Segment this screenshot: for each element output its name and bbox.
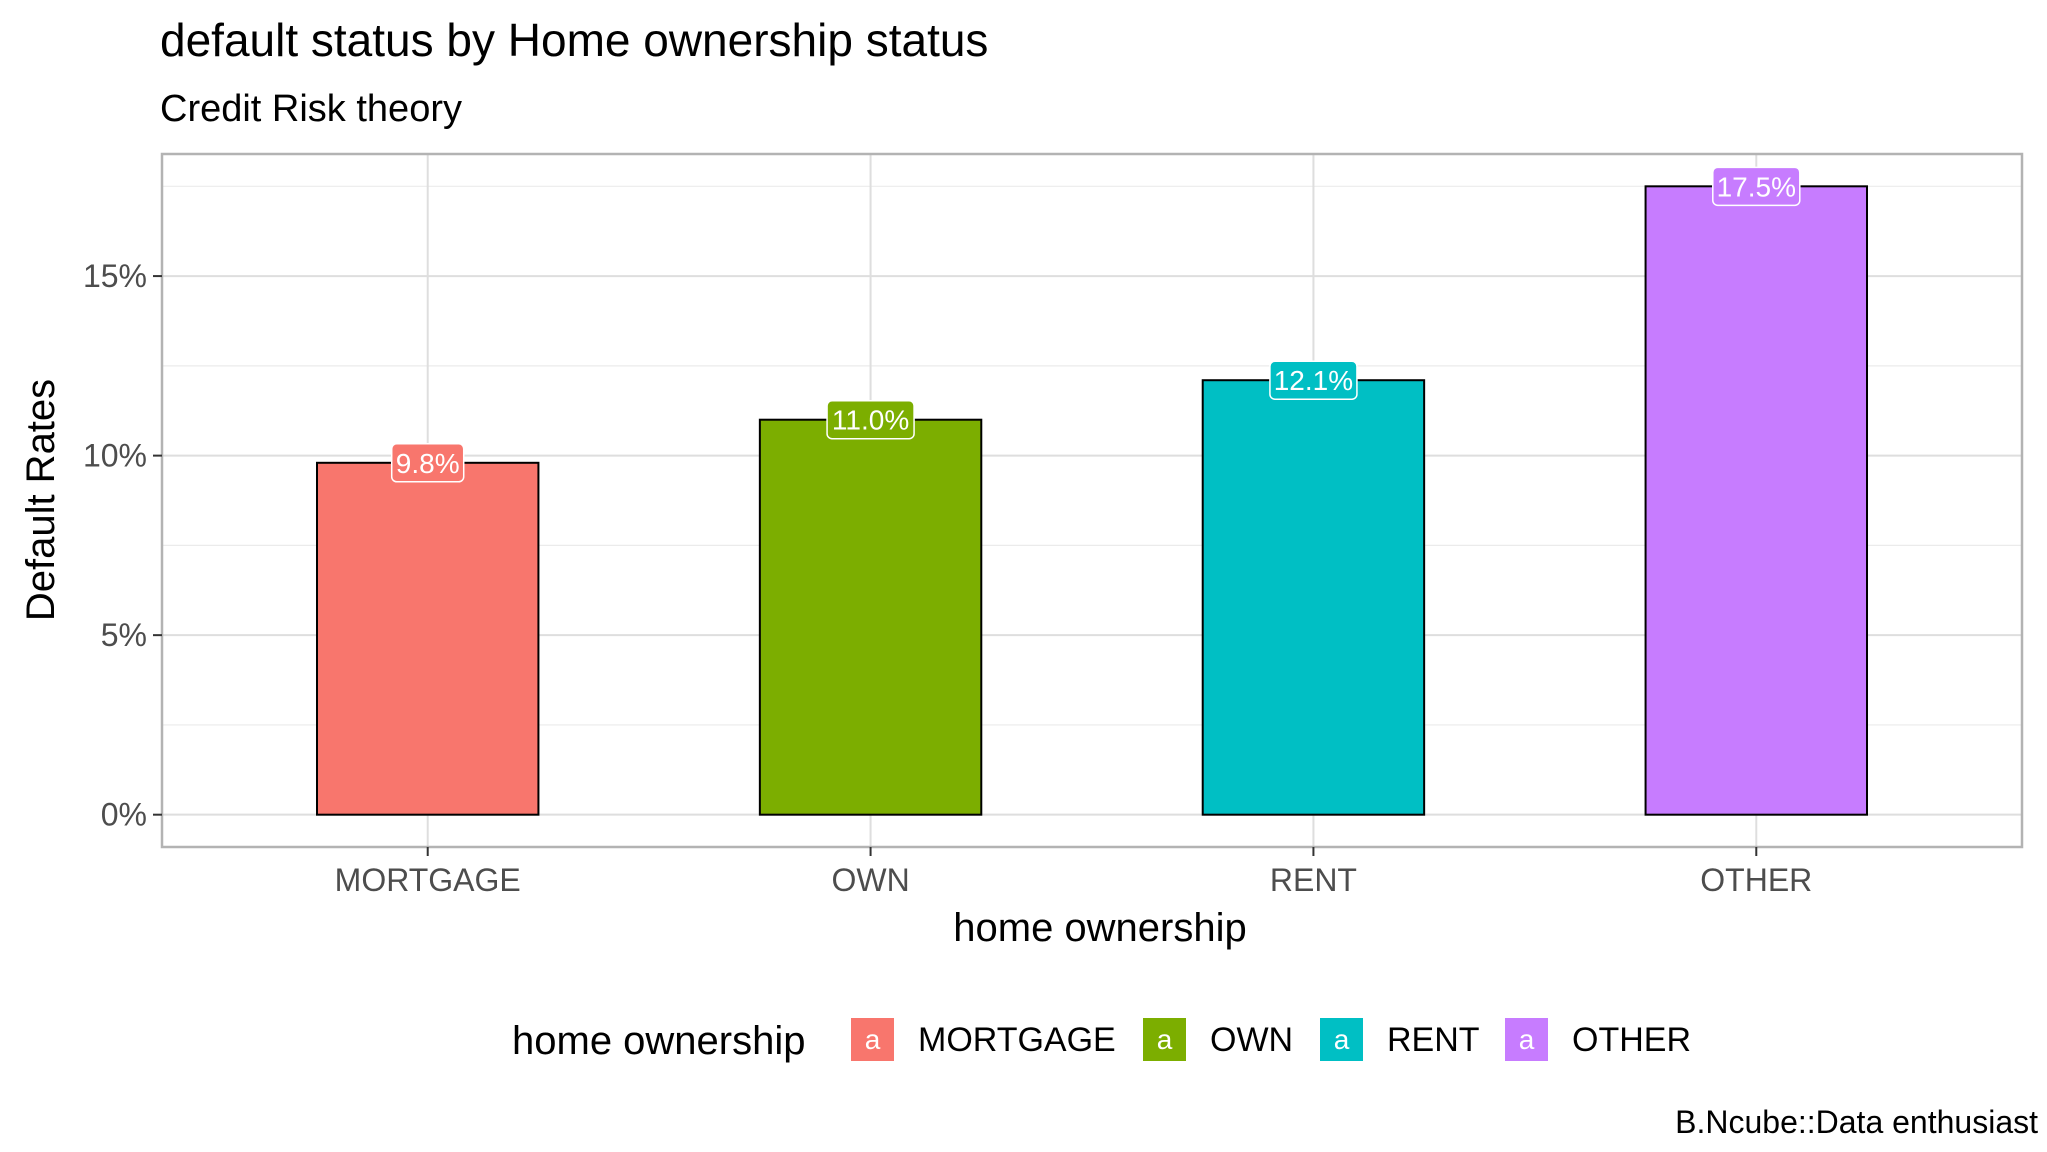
chart-subtitle: Credit Risk theory [160, 88, 462, 130]
x-axis: MORTGAGE OWN RENT OTHER [335, 847, 1812, 898]
y-axis: 0% 5% 10% 15% [83, 258, 162, 833]
data-label: 17.5% [1717, 171, 1796, 202]
legend-key-glyph: a [865, 1024, 881, 1055]
legend-key-glyph: a [1519, 1024, 1535, 1055]
legend-label: OTHER [1572, 1021, 1691, 1059]
bar-own [758, 418, 983, 816]
data-label-box [1712, 166, 1801, 207]
x-tick-label: RENT [1270, 862, 1357, 898]
bars [316, 185, 1868, 816]
bar-mortgage [316, 461, 540, 816]
x-tick-label: OWN [831, 862, 909, 898]
legend-key-mortgage [851, 1018, 894, 1061]
legend-key-glyph: a [1157, 1024, 1173, 1055]
x-tick-label: OTHER [1700, 862, 1812, 898]
bar-other [1644, 185, 1868, 816]
data-label-box [390, 443, 465, 483]
bar-rent [1201, 379, 1426, 816]
y-axis-title: Default Rates [19, 379, 63, 621]
legend-label: RENT [1387, 1021, 1480, 1059]
legend-label: OWN [1210, 1021, 1293, 1059]
legend-key-other [1505, 1018, 1548, 1061]
chart-title: default status by Home ownership status [160, 14, 988, 66]
y-tick-label: 0% [101, 797, 147, 833]
legend: home ownership a MORTGAGE a OWN a RENT a OTHER [512, 1018, 1691, 1063]
data-label: 9.8% [396, 448, 460, 479]
legend-label: MORTGAGE [918, 1021, 1116, 1059]
plot-border [160, 152, 2024, 849]
x-tick-label: MORTGAGE [335, 862, 521, 898]
x-axis-title: home ownership [953, 906, 1247, 950]
bar-labels: 9.8% 11.0% 12.1% 17.5% [390, 166, 1801, 483]
data-label-box [1269, 360, 1358, 400]
data-label-box [826, 399, 915, 440]
legend-title: home ownership [512, 1019, 806, 1063]
legend-key-rent [1320, 1018, 1363, 1061]
y-tick-label: 5% [101, 617, 147, 653]
legend-key-glyph: a [1334, 1024, 1350, 1055]
data-label: 11.0% [832, 405, 909, 436]
y-tick-label: 10% [83, 438, 147, 474]
legend-key-own [1143, 1018, 1186, 1061]
chart-caption: B.Ncube::Data enthusiast [1675, 1104, 2038, 1140]
data-label: 12.1% [1274, 365, 1353, 396]
y-tick-label: 15% [83, 258, 147, 294]
